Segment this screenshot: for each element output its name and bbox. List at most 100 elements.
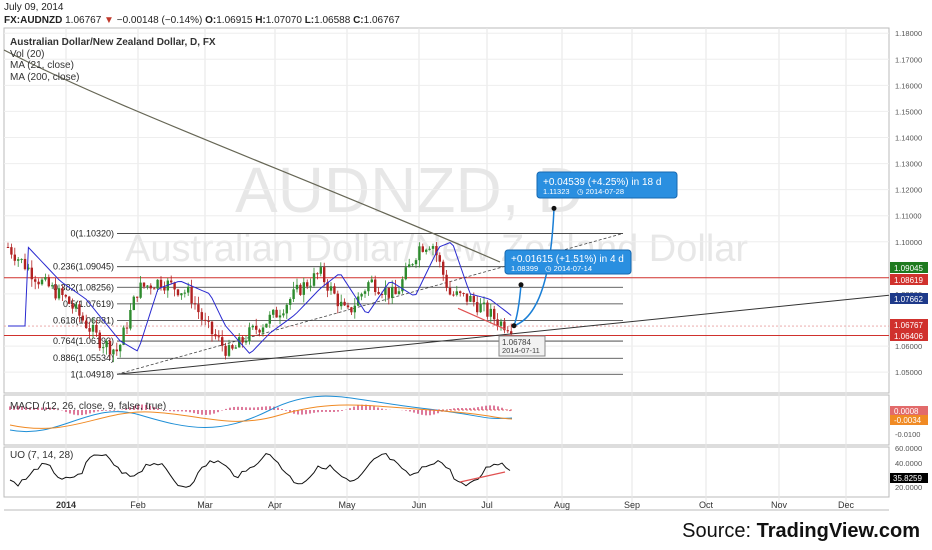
y-tick-label: 1.12000 (895, 186, 922, 195)
candle-body (180, 293, 183, 296)
candle-body (418, 246, 421, 261)
candle-body (44, 277, 47, 280)
candle-body (258, 329, 261, 333)
candle-body (499, 321, 503, 326)
x-tick-label: Feb (130, 500, 146, 510)
candle-body (231, 345, 234, 349)
quote-line: FX:AUDNZD 1.06767 ▼ −0.00148 (−0.14%) O:… (4, 15, 400, 26)
candle-body (292, 289, 295, 300)
x-tick-label: 2014 (56, 500, 76, 510)
uo-tick-label: 60.0000 (895, 444, 922, 453)
candle-body (224, 345, 227, 356)
y-tick-label: 1.16000 (895, 81, 922, 90)
candle-body (132, 296, 135, 310)
candle-body (13, 254, 16, 261)
source-prefix: Source: (682, 520, 757, 542)
candle-body (272, 309, 275, 315)
candle-body (316, 273, 319, 275)
candle-body (503, 321, 506, 331)
legend-title: Australian Dollar/New Zealand Dollar, D,… (10, 37, 216, 48)
candle-body (47, 277, 50, 287)
low-marker-box (498, 335, 546, 357)
legend-ma200: MA (200, close) (10, 72, 80, 83)
open-value: 1.06915 (216, 15, 253, 26)
fib-level-label: 0.5(1.07619) (63, 299, 114, 309)
candle-body (217, 336, 220, 338)
candle-body (370, 279, 373, 283)
candle-body (302, 282, 305, 295)
projection-short-box (504, 249, 632, 275)
candle-body (380, 294, 384, 296)
fib-level-label: 0.764(1.06193) (53, 336, 114, 346)
candle-body (414, 260, 418, 265)
candle-body (459, 291, 462, 294)
macd-badge-label: 0.0008 (894, 407, 919, 416)
fib-level-label: 0.236(1.09045) (53, 262, 114, 272)
candle-body (6, 247, 10, 248)
candle-body (438, 255, 441, 262)
candle-body (170, 280, 173, 283)
change-value: −0.00148 (−0.14%) (116, 15, 203, 26)
candle-body (227, 345, 231, 356)
high-label: H: (255, 15, 266, 26)
candle-body (153, 288, 156, 290)
candle-body (139, 282, 142, 298)
x-tick-label: Nov (771, 500, 788, 510)
candle-body (149, 285, 152, 289)
candle-body (289, 299, 292, 305)
candle-body (146, 285, 149, 287)
candle-body (40, 279, 44, 285)
uo-pane (3, 446, 890, 498)
candle-body (435, 246, 438, 256)
candle-body (448, 287, 452, 295)
candle-body (64, 295, 67, 297)
price-badge (890, 330, 928, 341)
candle-body (445, 274, 448, 288)
x-tick-label: Jul (481, 500, 493, 510)
source-brand: TradingView.com (756, 520, 920, 542)
candle-body (306, 282, 309, 287)
candle-body (251, 325, 254, 328)
candle-body (312, 273, 316, 286)
candle-body (68, 296, 71, 304)
candle-body (173, 282, 176, 290)
candle-body (207, 320, 210, 322)
legend-uo: UO (7, 14, 28) (10, 450, 74, 461)
candle-body (425, 249, 428, 252)
candle-body (319, 267, 322, 274)
candle-body (74, 304, 78, 309)
uo-divergence-line (459, 471, 506, 483)
candle-body (384, 287, 387, 295)
candle-body (54, 285, 57, 299)
x-tick-label: Mar (197, 500, 213, 510)
candle-body (261, 327, 265, 333)
candle-body (489, 308, 492, 317)
legend-ma21: MA (21, close) (10, 60, 74, 71)
uo-badge (890, 473, 928, 483)
macd-line (9, 395, 513, 432)
candle-body (108, 340, 112, 355)
candle-body (10, 247, 13, 255)
projection-short-headline: +0.01615 (+1.51%) in 4 d (511, 254, 624, 265)
projection-short-target: 1.08399 (511, 264, 538, 273)
macd-pane (3, 394, 890, 446)
candle-body (360, 293, 363, 297)
short-target-marker (518, 282, 524, 288)
candle-body (30, 267, 33, 280)
candle-body (91, 324, 95, 332)
candle-body (23, 258, 27, 270)
projection-long-headline: +0.04539 (+4.25%) in 18 d (543, 177, 661, 188)
candle-body (122, 327, 125, 345)
candle-body (159, 279, 163, 288)
close-value: 1.06767 (363, 15, 400, 26)
candle-body (187, 286, 190, 293)
uo-line (9, 452, 511, 488)
high-value: 1.07070 (265, 15, 302, 26)
last-price: 1.06767 (65, 15, 102, 26)
candle-body (428, 248, 431, 250)
candle-body (95, 324, 98, 333)
fib-level-label: 1(1.04918) (70, 369, 114, 379)
y-tick-label: 1.10000 (895, 238, 922, 247)
candle-body (493, 308, 496, 320)
